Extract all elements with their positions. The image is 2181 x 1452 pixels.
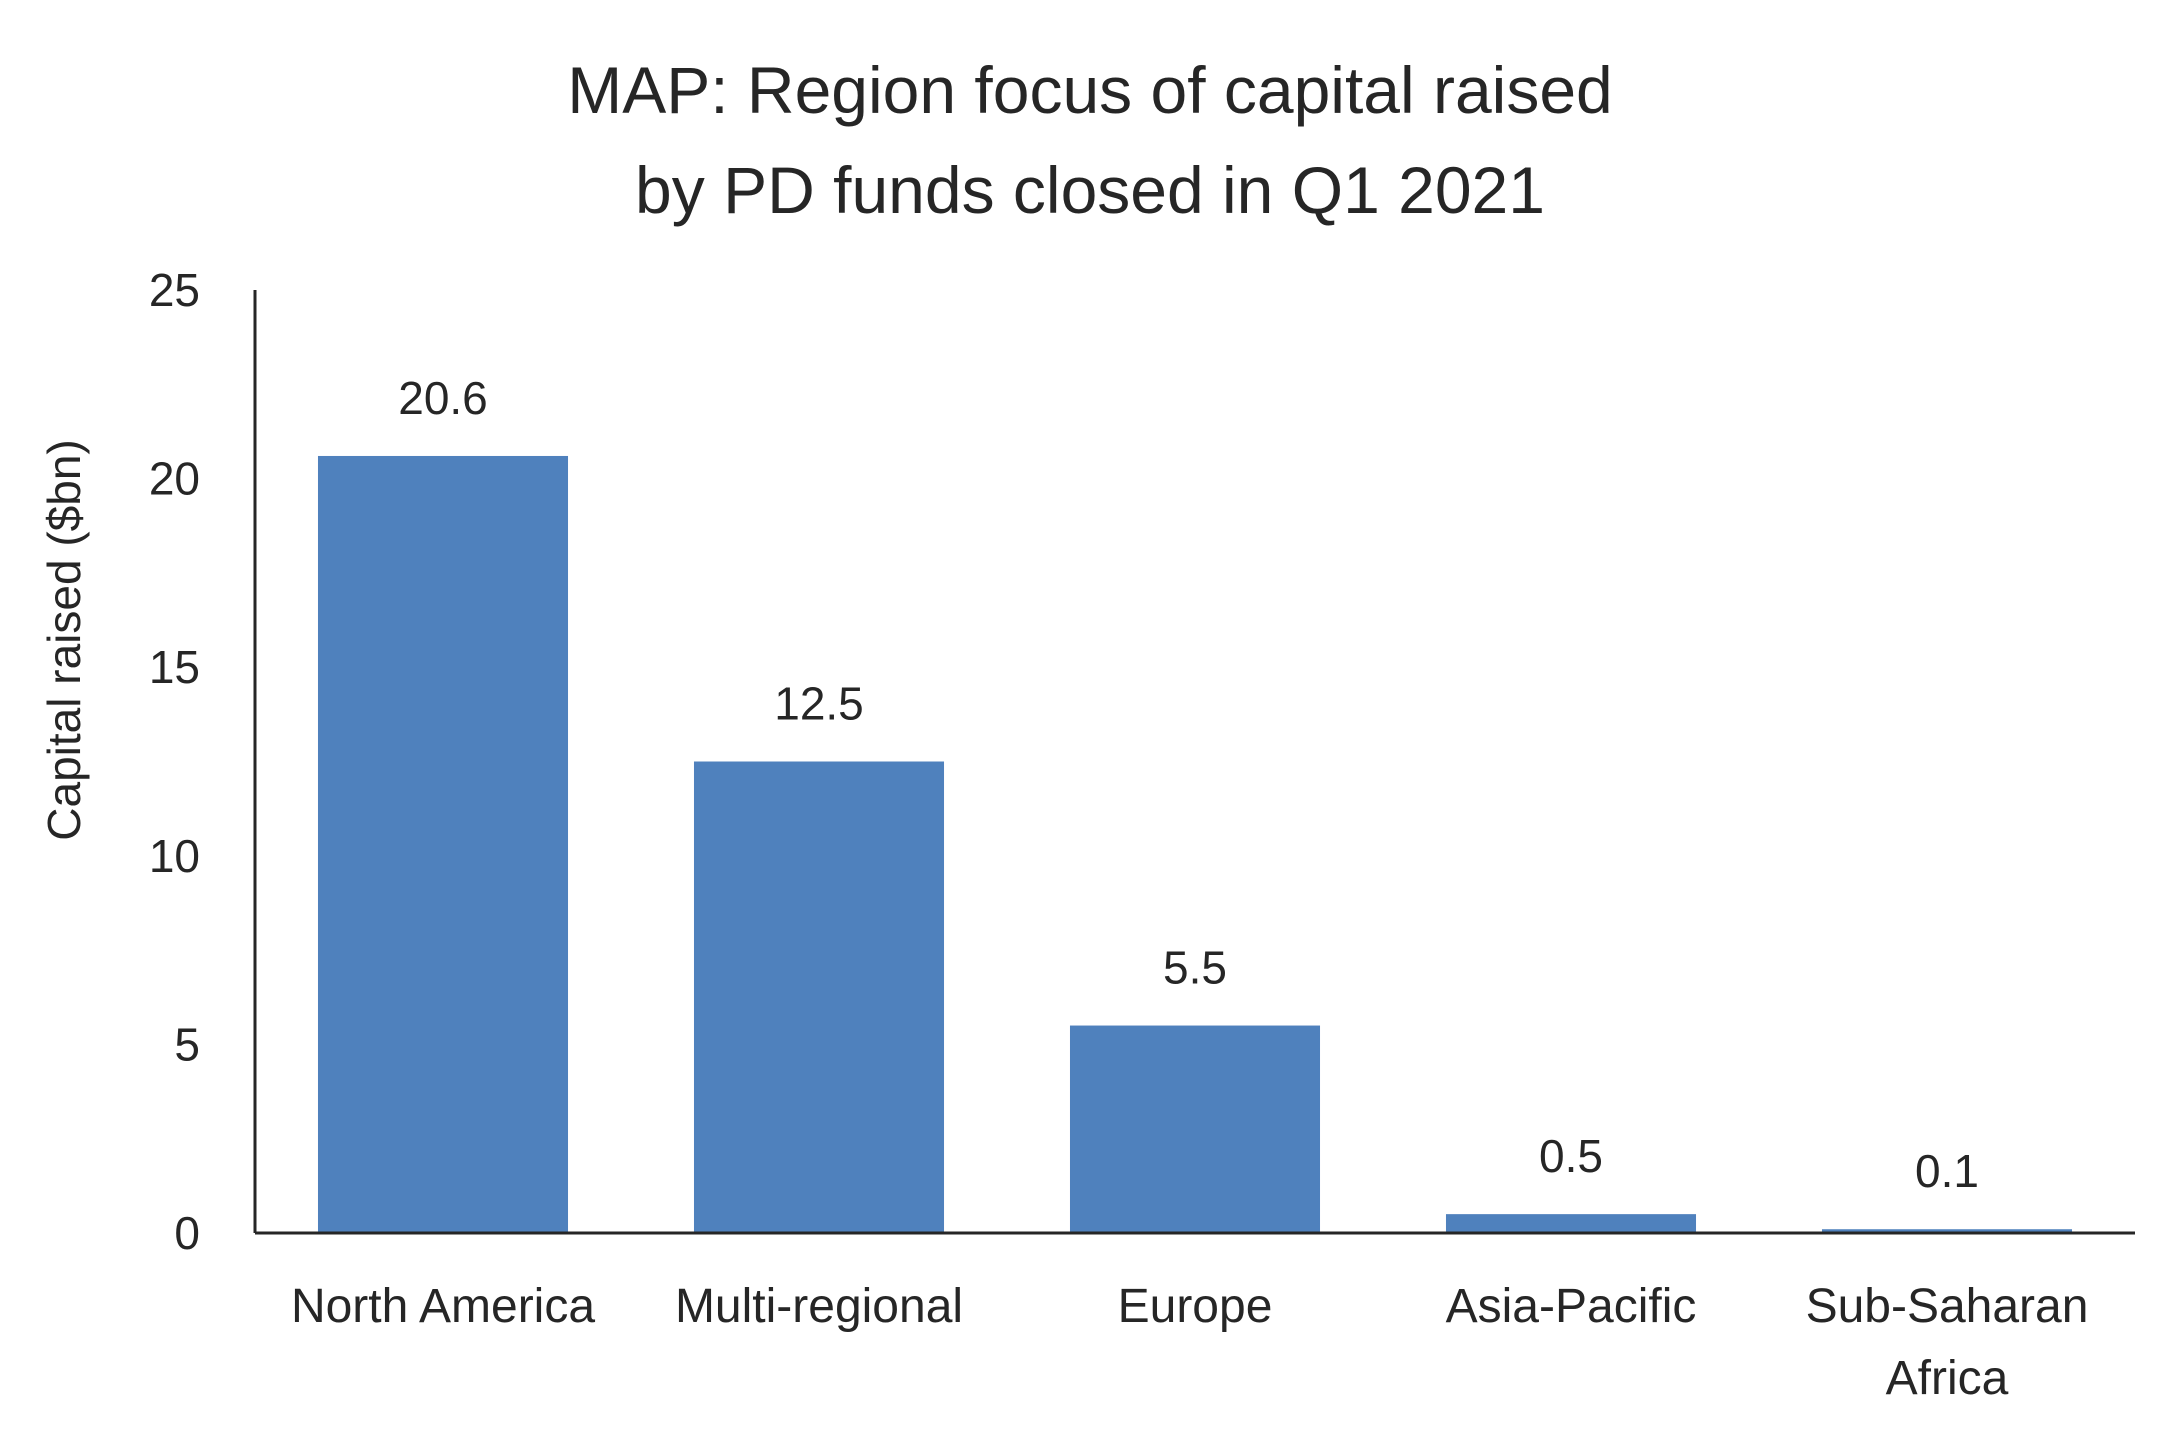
y-tick-label: 0 [174, 1207, 200, 1259]
y-tick-label: 5 [174, 1018, 200, 1070]
chart-title-line: MAP: Region focus of capital raised [567, 53, 1613, 127]
x-tick-label: Asia-Pacific [1446, 1280, 1697, 1333]
x-axis-labels: North America Multi-regional Europe Asia-Pa… [291, 1280, 2088, 1405]
bar [693, 761, 945, 1233]
bar [1445, 1214, 1697, 1233]
x-tick-label: Europe [1118, 1280, 1273, 1333]
data-label: 0.5 [1539, 1130, 1603, 1182]
y-tick-label: 25 [149, 264, 200, 316]
data-label: 20.6 [398, 372, 488, 424]
data-labels: 20.6 12.5 5.5 0.5 0.1 [398, 372, 1979, 1197]
y-axis-ticks: 0 5 10 15 20 25 [149, 264, 200, 1259]
x-tick-label: Sub-Saharan [1806, 1280, 2089, 1333]
data-label: 5.5 [1163, 942, 1227, 994]
y-tick-label: 15 [149, 641, 200, 693]
bar [1821, 1229, 2073, 1233]
bars [317, 455, 2073, 1233]
x-tick-label: North America [291, 1280, 595, 1333]
bar [317, 455, 569, 1233]
data-label: 12.5 [774, 678, 864, 730]
chart-title: MAP: Region focus of capital raised by PD… [567, 53, 1613, 227]
x-tick-label: Africa [1886, 1352, 2009, 1405]
data-label: 0.1 [1915, 1145, 1979, 1197]
x-tick-label: Multi-regional [675, 1280, 963, 1333]
bar [1069, 1025, 1321, 1233]
y-tick-label: 10 [149, 830, 200, 882]
y-tick-label: 20 [149, 453, 200, 505]
chart-title-line: by PD funds closed in Q1 2021 [635, 153, 1545, 227]
y-axis-title: Capital raised ($bn) [38, 439, 90, 840]
